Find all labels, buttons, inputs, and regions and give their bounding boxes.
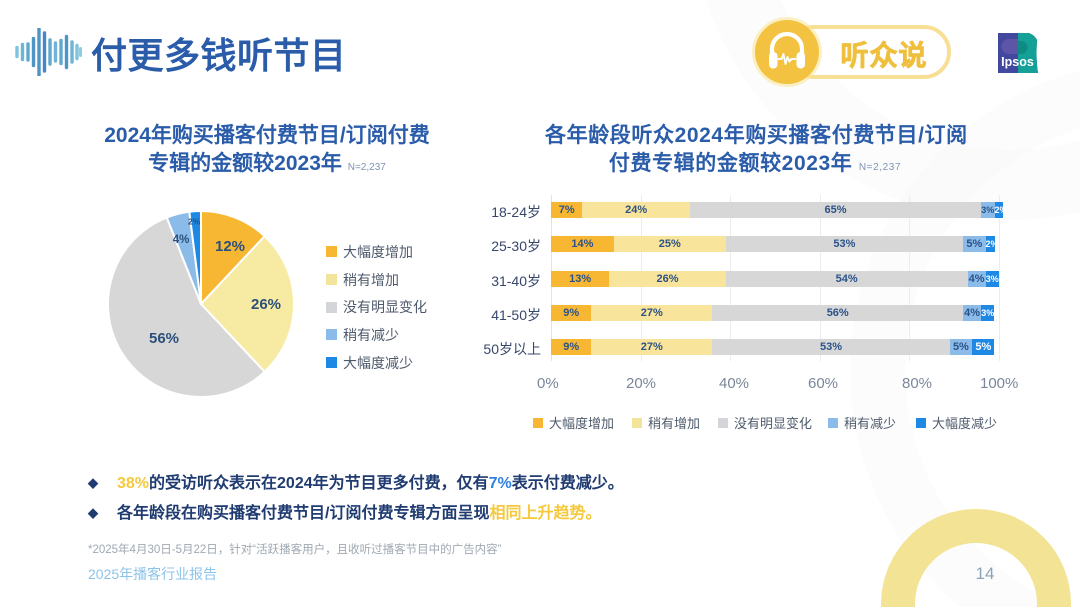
svg-text:Ipsos: Ipsos <box>1001 55 1034 69</box>
svg-text:56%: 56% <box>149 330 179 347</box>
svg-text:2%: 2% <box>188 217 201 227</box>
svg-text:12%: 12% <box>215 238 245 255</box>
svg-text:4%: 4% <box>173 234 190 246</box>
svg-text:26%: 26% <box>251 296 281 313</box>
